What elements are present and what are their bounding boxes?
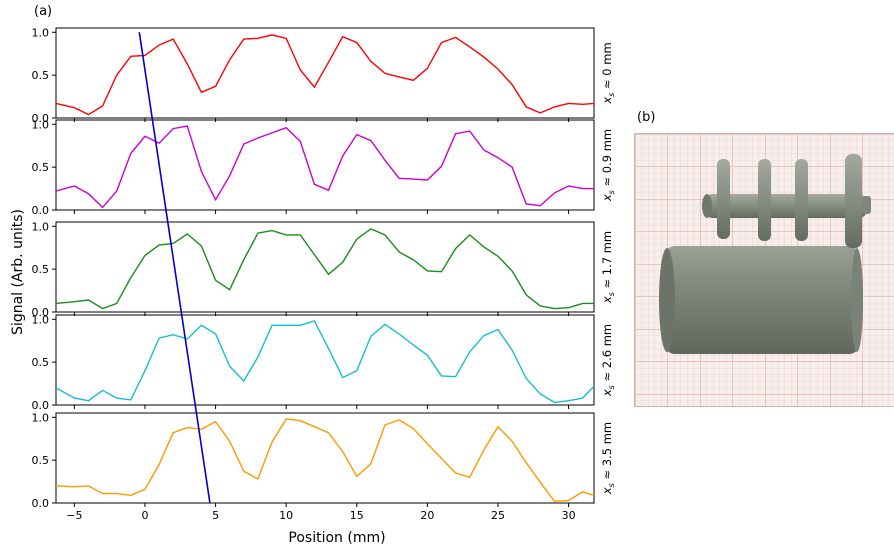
x-tick-label-6: 25: [491, 509, 505, 522]
series-line-4: [56, 418, 594, 503]
axes-frame-0: [55, 27, 595, 119]
axes-frame-4: [55, 412, 595, 504]
series-line-3: [56, 320, 594, 404]
series-label-1: xs ≈ 0.9 mm: [600, 129, 616, 202]
axes-frame-2: [55, 221, 595, 313]
y-tick-label-1-2: 1.0: [32, 118, 50, 131]
y-tick-label-2-0: 0.0: [32, 306, 50, 319]
series-label-4: xs ≈ 3.5 mm: [600, 422, 616, 495]
axes-frame-1: [55, 119, 595, 211]
y-tick-label-3-0: 0.0: [32, 399, 50, 412]
cylinder-sample: [665, 246, 859, 354]
x-tick-label-5: 20: [420, 509, 434, 522]
y-tick-label-3-2: 1.0: [32, 313, 50, 326]
series-line-0: [56, 34, 594, 116]
x-tick-label-3: 10: [279, 509, 293, 522]
spool-sample: [702, 154, 871, 248]
x-tick-label-4: 15: [350, 509, 364, 522]
annotation-line: [138, 32, 211, 504]
y-tick-label-2-1: 0.5: [32, 263, 50, 276]
y-axis-label: Signal (Arb. units): [10, 209, 26, 335]
x-axis-label: Position (mm): [288, 530, 385, 546]
x-tick-label-7: 30: [562, 509, 576, 522]
series-label-3: xs ≈ 2.6 mm: [600, 324, 616, 397]
axes-frame-3: [55, 314, 595, 406]
x-tick-label-2: 5: [212, 509, 219, 522]
series-label-0: xs ≈ 0 mm: [600, 42, 616, 104]
y-tick-label-1-0: 0.0: [32, 204, 50, 217]
series-label-2: xs ≈ 1.7 mm: [600, 231, 616, 304]
y-tick-label-3-1: 0.5: [32, 356, 50, 369]
sample-photo: [634, 133, 894, 407]
y-tick-label-0-0: 0.0: [32, 112, 50, 125]
panel-b-label: (b): [637, 110, 655, 125]
signal-plots: 0.0 0.5 1.0 xs ≈ 0 mm 0.0 0.5 1.0 xs ≈ 0.9 mm 0.…: [32, 26, 617, 522]
y-tick-label-2-2: 1.0: [32, 220, 50, 233]
y-tick-label-4-2: 1.0: [32, 411, 50, 424]
series-line-1: [56, 125, 594, 209]
y-tick-label-0-2: 1.0: [32, 26, 50, 39]
y-tick-label-4-0: 0.0: [32, 497, 50, 510]
x-tick-label-0: −5: [66, 509, 82, 522]
y-tick-label-1-1: 0.5: [32, 161, 50, 174]
y-tick-label-4-1: 0.5: [32, 454, 50, 467]
x-tick-label-1: 0: [141, 509, 148, 522]
series-line-2: [56, 228, 594, 310]
y-tick-label-0-1: 0.5: [32, 69, 50, 82]
panel-a-label: (a): [34, 4, 52, 19]
